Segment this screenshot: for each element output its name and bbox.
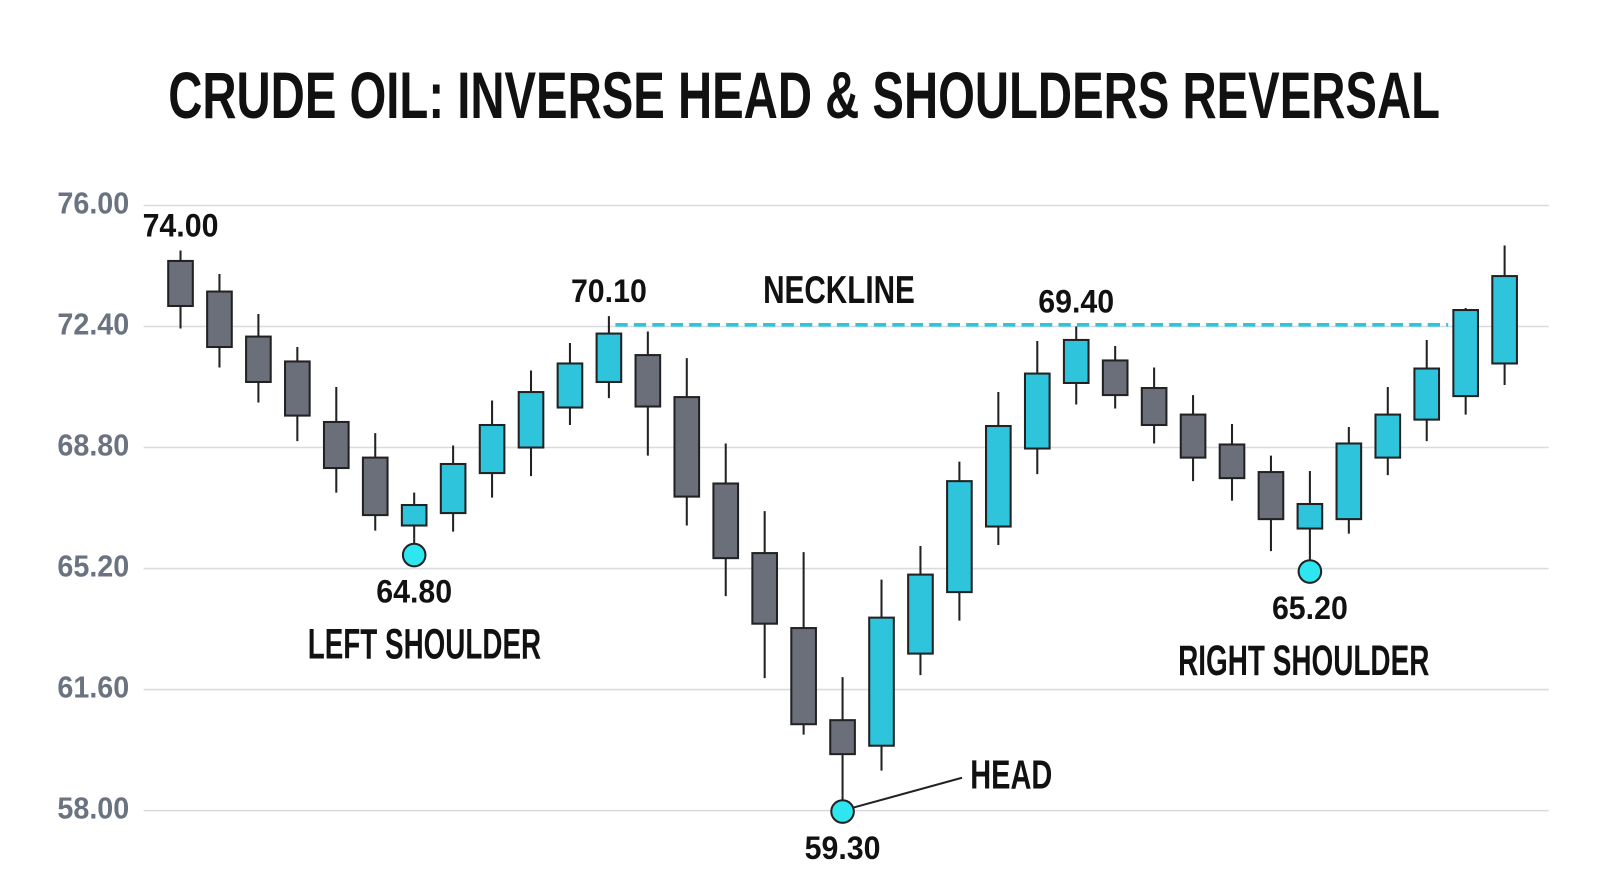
candle-body: [245, 335, 272, 383]
candle-body: [206, 290, 233, 349]
y-tick-label: 58.00: [57, 791, 129, 826]
peak-label: 69.40: [1038, 283, 1114, 320]
peak-label: 70.10: [571, 272, 647, 309]
candle-body: [1296, 502, 1324, 530]
candle-body: [439, 462, 467, 515]
candle-body: [1452, 309, 1480, 398]
trough-marker: [401, 542, 427, 568]
candle-body: [673, 396, 701, 498]
candle-body: [634, 354, 662, 408]
candle-body: [1257, 471, 1285, 521]
candle-body: [400, 503, 428, 527]
candle-body: [946, 480, 973, 594]
candle-body: [985, 424, 1012, 528]
candle-body: [322, 420, 350, 470]
candle-body: [1218, 443, 1246, 480]
trough-name: RIGHT SHOULDER: [1178, 637, 1429, 685]
candle-body: [1374, 413, 1402, 459]
head-leader: [853, 776, 963, 809]
candle-body: [1101, 359, 1129, 397]
trough-marker: [830, 799, 855, 824]
candle-body: [284, 360, 311, 417]
y-tick-label: 76.00: [57, 186, 129, 221]
trough-value: 59.30: [805, 829, 881, 866]
neckline-label: NECKLINE: [763, 269, 915, 312]
candle-body: [868, 616, 895, 747]
candle-body: [1062, 338, 1090, 385]
candle-body: [829, 719, 856, 756]
candle-body: [556, 362, 584, 409]
candle-body: [1179, 413, 1207, 459]
candle-body: [595, 332, 623, 383]
candle-body: [1335, 442, 1363, 521]
trough-name: HEAD: [970, 752, 1052, 798]
candle-body: [167, 259, 194, 308]
candle-body: [478, 423, 506, 475]
candle-body: [361, 456, 389, 517]
candle-body: [907, 573, 934, 655]
trough-marker: [1297, 559, 1323, 584]
chart-title: CRUDE OIL: INVERSE HEAD & SHOULDERS REVE…: [168, 59, 1440, 132]
candle-body: [1140, 386, 1168, 427]
candle-body: [751, 552, 779, 625]
candle-body: [1413, 367, 1441, 421]
y-tick-label: 61.60: [57, 670, 129, 705]
candle-body: [517, 391, 545, 449]
trough-value: 64.80: [376, 573, 452, 610]
candle-body: [712, 482, 740, 560]
candle-body: [1023, 372, 1051, 450]
trough-value: 65.20: [1272, 589, 1348, 626]
candle-body: [1491, 275, 1518, 365]
candle-body: [790, 627, 817, 726]
y-tick-label: 68.80: [57, 428, 129, 463]
y-tick-label: 65.20: [57, 549, 129, 584]
peak-label: 74.00: [143, 207, 219, 244]
trough-name: LEFT SHOULDER: [308, 621, 541, 669]
y-tick-label: 72.40: [57, 307, 129, 342]
